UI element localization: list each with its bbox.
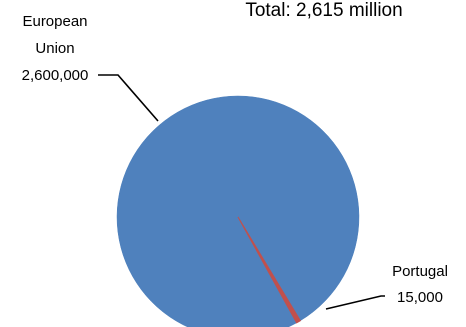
chart-title: Total: 2,615 million: [245, 0, 402, 21]
pie-slice-portugal: [237, 216, 302, 324]
leader-line-eu: [98, 74, 159, 122]
slice-value-pt: 15,000: [397, 289, 443, 306]
slice-label-eu-line2: Union: [35, 40, 74, 57]
slice-label-european-union: European Union 2,600,000: [22, 13, 159, 122]
slice-label-eu-line1: European: [22, 13, 87, 30]
pie-slice-european-union: [116, 95, 360, 327]
leader-line-pt: [325, 295, 385, 310]
slice-label-pt-line1: Portugal: [392, 263, 448, 280]
pie-slices: [116, 95, 360, 327]
slice-value-eu: 2,600,000: [22, 67, 89, 84]
slice-label-portugal: Portugal 15,000: [325, 263, 448, 310]
